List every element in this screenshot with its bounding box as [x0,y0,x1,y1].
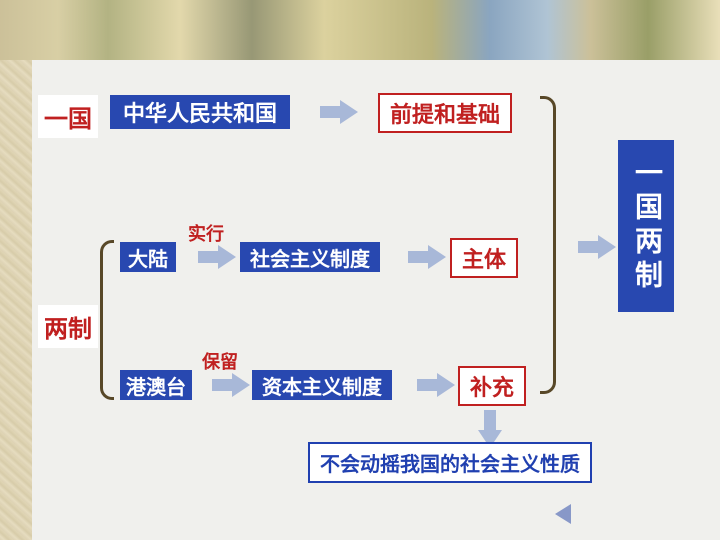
node-hk-macao-tw: 港澳台 [120,370,192,400]
text-main-body: 主体 [462,242,506,274]
text-mainland: 大陆 [128,243,168,272]
text-premise: 前提和基础 [390,97,500,129]
label-two-systems: 两制 [38,305,98,348]
text-conclusion: 不会动摇我国的社会主义性质 [320,448,580,477]
arrow-hmt-to-capitalism [232,373,250,397]
label-retain: 保留 [202,348,238,374]
text-two-systems: 两制 [44,309,92,344]
label-implement: 实行 [188,220,224,246]
node-mainland: 大陆 [120,242,176,272]
arrow-capitalism-to-supplement [437,373,455,397]
node-result: 一国两制 [618,140,674,312]
node-prc: 中华人民共和国 [110,95,290,129]
text-supplement: 补充 [470,370,514,402]
nav-back-icon[interactable] [555,504,571,524]
bracket-two-systems [100,240,114,400]
node-capitalism: 资本主义制度 [252,370,392,400]
text-implement: 实行 [188,224,224,244]
label-one-country: 一国 [38,95,98,138]
text-one-country: 一国 [44,99,92,134]
node-socialism: 社会主义制度 [240,242,380,272]
text-capitalism: 资本主义制度 [262,371,382,400]
arrow-mainland-to-socialism [218,245,236,269]
text-result: 一国两制 [626,158,666,294]
node-supplement: 补充 [458,366,526,406]
arrow-bracket-to-result [598,235,616,259]
bracket-result [540,96,556,394]
node-main-body: 主体 [450,238,518,278]
text-socialism: 社会主义制度 [250,243,370,272]
text-prc: 中华人民共和国 [123,96,277,128]
arrow-prc-to-premise [340,100,358,124]
node-conclusion: 不会动摇我国的社会主义性质 [308,442,592,483]
arrow-socialism-to-mainbody [428,245,446,269]
text-hk-macao-tw: 港澳台 [126,371,186,400]
diagram-canvas: 一国 中华人民共和国 前提和基础 两制 大陆 实行 社会主义制度 主体 港澳台 … [0,0,720,540]
text-retain: 保留 [202,352,238,372]
node-premise: 前提和基础 [378,93,512,133]
